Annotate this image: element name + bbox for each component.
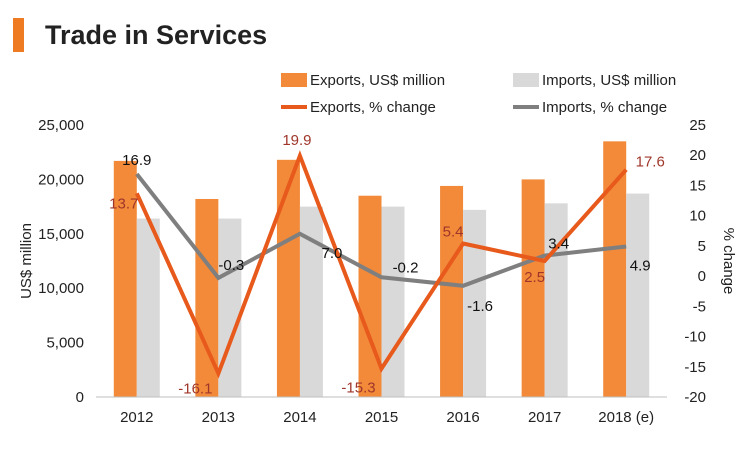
exports-change-label-2018 (e): 17.6 (636, 154, 665, 171)
left-tick-label: 25,000 (38, 117, 84, 134)
exports-change-label-2016: 5.4 (443, 223, 464, 240)
x-tick-label-2017: 2017 (528, 409, 561, 426)
y-axis-title-left: US$ million (18, 223, 35, 299)
exports-change-line (134, 150, 628, 379)
title-accent-bar (13, 18, 24, 52)
x-tick-label-2016: 2016 (446, 409, 479, 426)
exports-bar-2015 (358, 195, 382, 397)
x-tick-label-2012: 2012 (120, 409, 153, 426)
right-tick-label: 20 (689, 147, 706, 164)
imports-bar-2016 (463, 209, 487, 397)
legend-label-1: Imports, US$ million (542, 72, 676, 89)
imports-bar-2013 (218, 218, 242, 397)
right-tick-label: -20 (684, 389, 706, 406)
x-tick-label-2018 (e): 2018 (e) (598, 409, 654, 426)
imports-bar-2015 (381, 206, 405, 397)
imports-change-label-2015: -0.2 (393, 259, 419, 276)
legend-label-3: Imports, % change (542, 99, 667, 116)
left-tick-label: 5,000 (46, 335, 84, 352)
exports-change-label-2013: -16.1 (178, 380, 212, 397)
imports-change-label-2014: 7.0 (321, 245, 342, 262)
chart-title: Trade in Services (45, 20, 268, 50)
x-tick-label-2015: 2015 (365, 409, 398, 426)
imports-bar-2017 (544, 203, 568, 397)
exports-bar-2013 (195, 198, 219, 397)
imports-bar-2018 (e) (626, 193, 650, 397)
exports-bar-2014 (276, 159, 300, 397)
left-tick-label: 20,000 (38, 171, 84, 188)
legend-label-0: Exports, US$ million (310, 72, 445, 89)
exports-bar-2017 (521, 179, 545, 397)
legend-swatch-1 (513, 73, 539, 87)
imports-change-label-2016: -1.6 (467, 298, 493, 315)
imports-change-label-2017: 3.4 (548, 236, 569, 253)
exports-change-label-2017: 2.5 (524, 269, 545, 286)
legend-swatch-0 (281, 73, 307, 87)
right-tick-label: -5 (693, 298, 706, 315)
right-tick-label: 25 (689, 117, 706, 134)
left-tick-label: 15,000 (38, 226, 84, 243)
right-tick-label: 0 (698, 268, 706, 285)
imports-bar-2012 (136, 218, 160, 397)
imports-change-label-2018 (e): 4.9 (630, 257, 651, 274)
right-tick-label: -10 (684, 329, 706, 346)
right-tick-label: 10 (689, 208, 706, 225)
exports-bar-2018 (e) (603, 141, 627, 397)
imports-change-line (135, 172, 627, 288)
x-tick-label-2014: 2014 (283, 409, 316, 426)
exports-bar-2012 (113, 160, 137, 397)
right-tick-label: -15 (684, 359, 706, 376)
exports-change-label-2014: 19.9 (282, 132, 311, 149)
imports-change-label-2012: 16.9 (122, 152, 151, 169)
right-tick-label: 5 (698, 238, 706, 255)
left-tick-label: 10,000 (38, 280, 84, 297)
legend-label-2: Exports, % change (310, 99, 436, 116)
exports-change-label-2012: 13.7 (109, 195, 138, 212)
imports-change-label-2013: -0.3 (218, 257, 244, 274)
left-tick-label: 0 (76, 389, 84, 406)
right-tick-label: 15 (689, 177, 706, 194)
exports-bar-2016 (440, 185, 464, 397)
y-axis-title-right: % change (720, 228, 737, 295)
imports-bar-2014 (299, 206, 323, 397)
exports-change-label-2015: -15.3 (341, 380, 375, 397)
x-tick-label-2013: 2013 (202, 409, 235, 426)
